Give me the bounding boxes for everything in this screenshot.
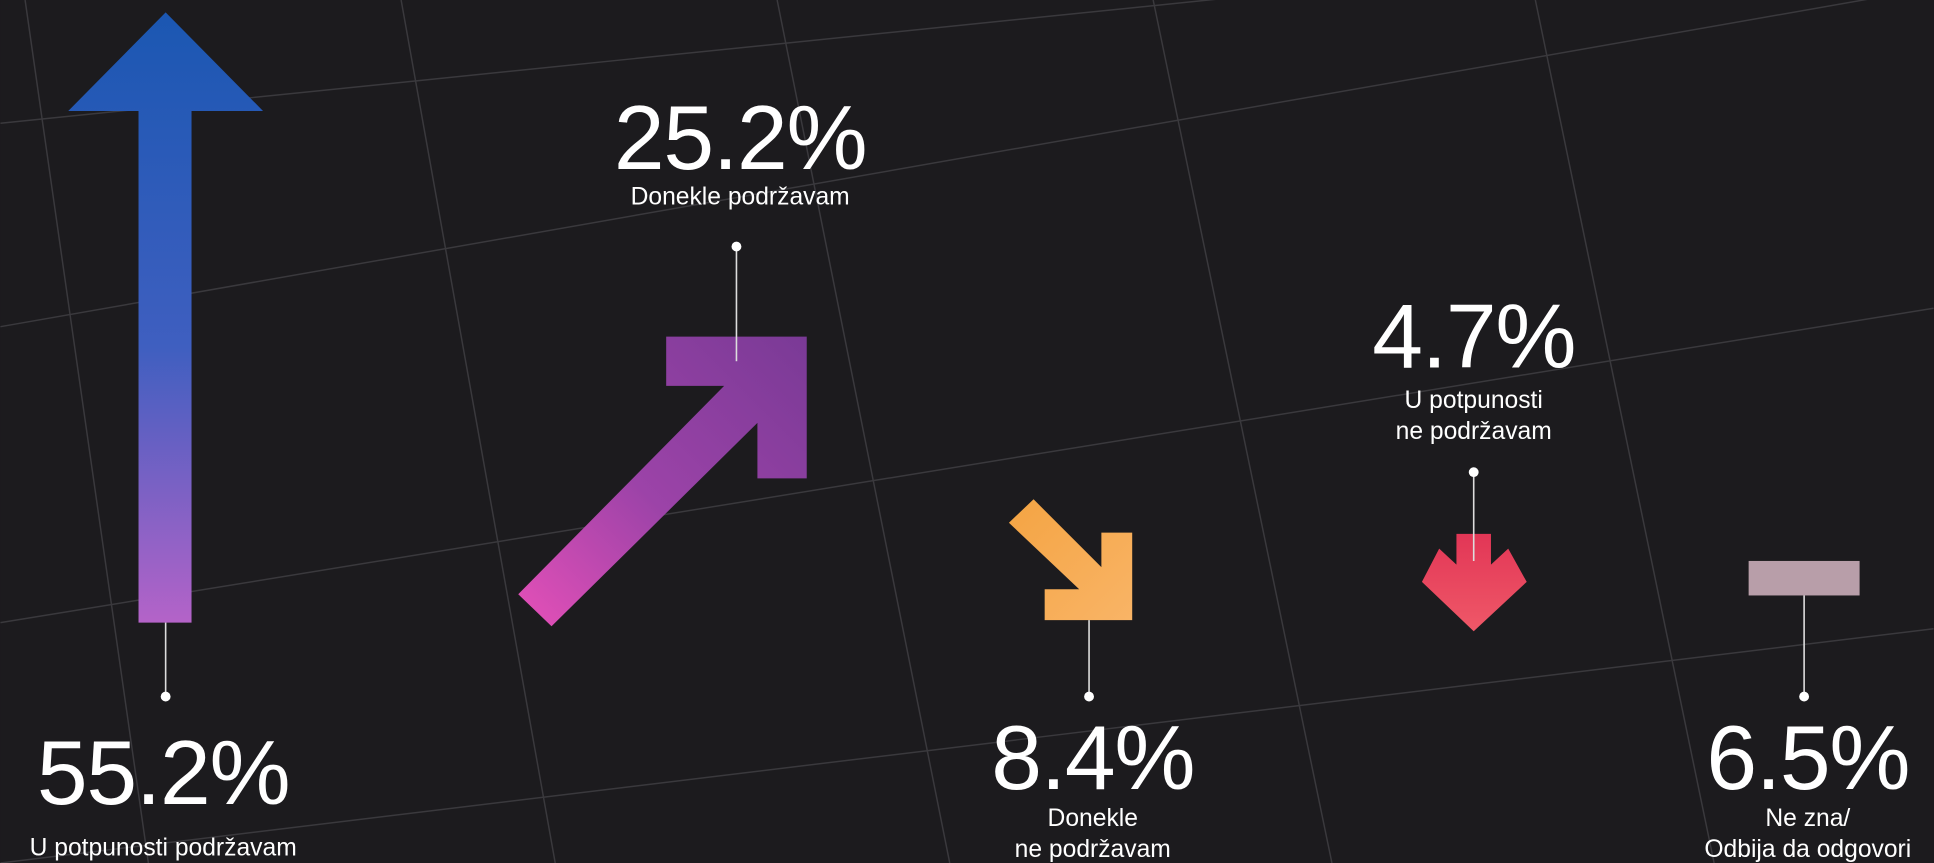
connector-dot	[1084, 691, 1094, 702]
label: ne podržavam	[1015, 836, 1171, 863]
percent: 6.5%	[1706, 707, 1909, 809]
up-right-arrow	[518, 336, 807, 627]
label: U potpunosti podržavam	[30, 835, 297, 862]
connector-dot	[1468, 467, 1479, 478]
percent: 25.2%	[614, 87, 866, 189]
label: Donekle	[1048, 805, 1138, 832]
label: U potpunosti	[1405, 387, 1543, 414]
label: Donekle podržavam	[631, 184, 850, 211]
down-right-arrow	[1008, 499, 1133, 621]
connector-dot	[1799, 691, 1810, 702]
label: ne podržavam	[1396, 418, 1552, 445]
connector-dot	[160, 691, 171, 702]
percent: 55.2%	[37, 722, 289, 824]
label: Ne zna/	[1765, 805, 1850, 832]
up-arrow	[68, 12, 264, 623]
label: Odbija da odgovori	[1704, 836, 1911, 863]
percent: 8.4%	[991, 707, 1194, 809]
down-arrow	[1421, 533, 1527, 632]
connector-dot	[731, 241, 742, 252]
flat-bar	[1748, 560, 1860, 596]
percent: 4.7%	[1372, 285, 1575, 387]
